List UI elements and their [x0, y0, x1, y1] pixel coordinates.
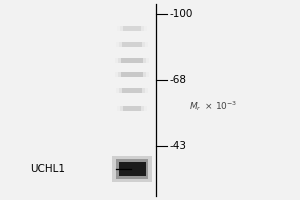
Bar — [116, 88, 148, 93]
Bar — [116, 42, 148, 47]
Text: -43: -43 — [169, 141, 187, 151]
Text: -68: -68 — [169, 75, 187, 85]
Bar — [118, 72, 146, 77]
Bar — [119, 42, 145, 47]
Text: -100: -100 — [169, 9, 193, 19]
Bar — [112, 156, 152, 182]
Bar — [116, 159, 148, 179]
Bar — [122, 88, 142, 93]
Bar — [117, 26, 147, 31]
Bar — [118, 162, 146, 176]
Bar — [117, 106, 147, 111]
Bar — [115, 58, 149, 63]
Bar — [119, 88, 145, 93]
Bar — [122, 42, 142, 47]
Text: $M_r\ \times\,10^{-3}$: $M_r\ \times\,10^{-3}$ — [189, 99, 237, 113]
Bar — [123, 26, 142, 31]
Bar — [121, 72, 143, 77]
Bar — [120, 26, 144, 31]
Bar — [120, 106, 144, 111]
Text: UCHL1: UCHL1 — [30, 164, 65, 174]
Bar — [115, 72, 149, 77]
Bar — [123, 106, 142, 111]
Bar — [121, 58, 143, 63]
Bar — [118, 58, 146, 63]
